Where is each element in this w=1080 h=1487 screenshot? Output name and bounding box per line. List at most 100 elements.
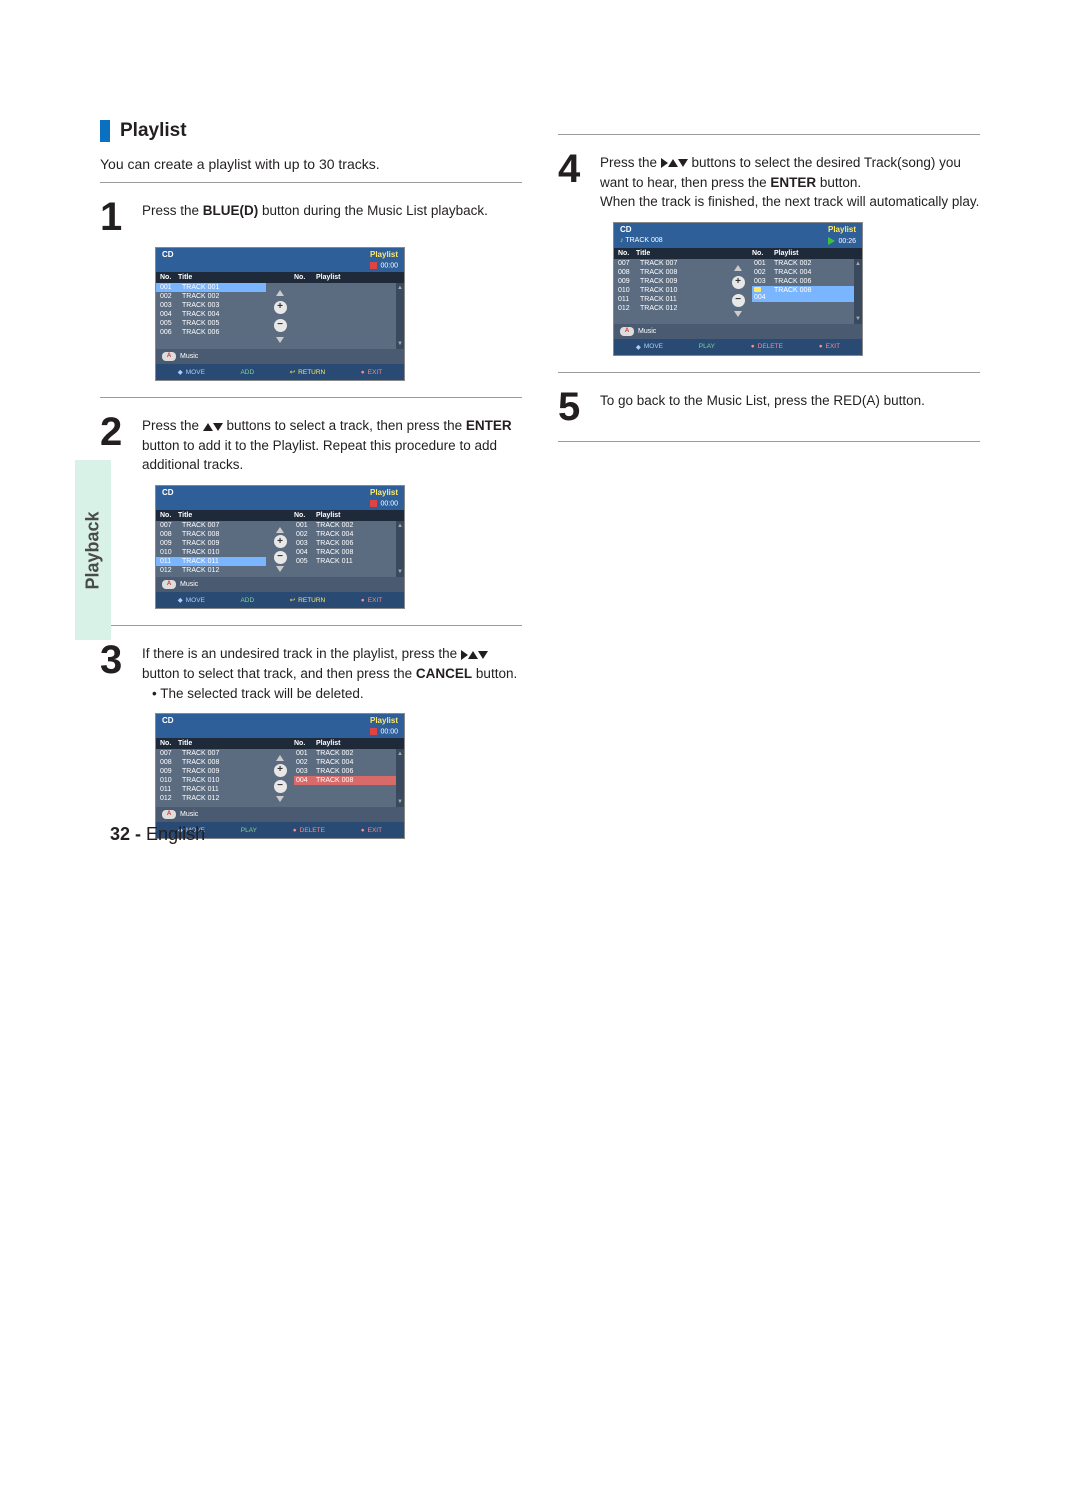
track-row: 012TRACK 012 (156, 794, 266, 803)
playlist-row: 004TRACK 008 (294, 548, 396, 557)
playlist-title: TRACK 004 (774, 269, 854, 276)
track-title: TRACK 008 (182, 531, 266, 538)
track-no: 003 (160, 302, 182, 309)
track-title: TRACK 011 (182, 558, 266, 565)
playlist-title: TRACK 006 (774, 278, 854, 285)
sc-playlist: 001TRACK 002002TRACK 004003TRACK 006004T… (752, 259, 854, 324)
track-title: TRACK 012 (640, 305, 724, 312)
screenshot-step3: CDPlaylist 00:00 No.TitleNo.Playlist 007… (155, 713, 405, 839)
track-row: 007TRACK 007 (156, 749, 266, 758)
down-triangle-icon (478, 651, 488, 659)
hint-add: ADD (240, 368, 254, 376)
hint-return: ↩ RETURN (290, 368, 326, 376)
playlist-no: 001 (296, 522, 316, 529)
playlist-no: 004 (296, 777, 316, 784)
track-title: TRACK 002 (182, 293, 266, 300)
sc-scrollbar: ▲▼ (854, 259, 862, 324)
playlist-title: TRACK 004 (316, 531, 396, 538)
sc-nowplaying: ♪ TRACK 008 00:26 (614, 236, 862, 248)
a-button-icon: A (162, 810, 176, 819)
track-no: 011 (618, 296, 640, 303)
playlist-row-empty (752, 313, 854, 324)
playlist-row: 003TRACK 006 (294, 767, 396, 776)
track-no: 005 (160, 320, 182, 327)
sc-playlist: 001TRACK 002002TRACK 004003TRACK 006004T… (294, 749, 396, 807)
scroll-up-icon: ▲ (397, 523, 403, 529)
playlist-title: TRACK 006 (316, 768, 396, 775)
track-row: 005TRACK 005 (156, 319, 266, 328)
arrow-down-icon (734, 311, 742, 317)
right-triangle-icon (661, 158, 668, 168)
sc-footer-music: AMusic (156, 807, 404, 822)
playlist-no: 002 (754, 269, 774, 276)
track-row: 010TRACK 010 (614, 286, 724, 295)
sc-tracklist: 001TRACK 001002TRACK 002003TRACK 003004T… (156, 283, 266, 349)
arrow-up-icon (276, 755, 284, 761)
track-title: TRACK 010 (182, 549, 266, 556)
stop-icon (370, 262, 377, 269)
hdr-title: Title (178, 512, 266, 519)
track-row: 012TRACK 012 (614, 304, 724, 313)
down-triangle-icon (678, 159, 688, 167)
playlist-row: 001TRACK 002 (752, 259, 854, 268)
playlist-no: 004 (296, 549, 316, 556)
step-1: 1 Press the BLUE(D) button during the Mu… (100, 197, 522, 237)
track-no: 001 (160, 284, 182, 291)
track-title: TRACK 008 (182, 759, 266, 766)
track-no: 010 (160, 777, 182, 784)
track-row: 007TRACK 007 (614, 259, 724, 268)
hdr-playlist: Playlist (316, 274, 404, 281)
track-no: 011 (160, 786, 182, 793)
np-track: ♪ TRACK 008 (620, 237, 663, 244)
right-column: 4 Press the buttons to select the desire… (558, 120, 980, 855)
playlist-title: TRACK 011 (316, 558, 396, 565)
sc-tracklist: 007TRACK 007008TRACK 008009TRACK 009010T… (614, 259, 724, 324)
playlist-row-empty (294, 305, 396, 316)
playlist-row: 005TRACK 011 (294, 557, 396, 566)
track-title: TRACK 009 (182, 540, 266, 547)
step-text: Press the BLUE(D) button during the Musi… (142, 197, 488, 237)
track-title: TRACK 005 (182, 320, 266, 327)
scroll-down-icon: ▼ (397, 799, 403, 805)
track-no: 004 (160, 311, 182, 318)
sc-tracklist: 007TRACK 007008TRACK 008009TRACK 009010T… (156, 749, 266, 807)
hint-delete: ● DELETE (293, 826, 325, 834)
step-number: 3 (100, 640, 130, 703)
sc-mid-controls: + − (266, 283, 294, 349)
track-row: 009TRACK 009 (156, 539, 266, 548)
track-no: 008 (618, 269, 640, 276)
sc-title-left: CD (162, 488, 174, 497)
playlist-row: 004TRACK 008 (752, 286, 854, 302)
sc-title-left: CD (162, 250, 174, 259)
screenshot-step1: CD Playlist 00:00 No. Title No. Playlist… (155, 247, 405, 381)
playing-icon (754, 287, 761, 292)
bold-text: ENTER (466, 418, 512, 433)
playlist-no: 003 (296, 768, 316, 775)
text: buttons to select a track, then press th… (223, 418, 466, 433)
scroll-up-icon: ▲ (397, 285, 403, 291)
a-button-icon: A (162, 580, 176, 589)
text: button during the Music List playback. (258, 203, 488, 218)
scroll-up-icon: ▲ (855, 261, 861, 267)
step-3: 3 If there is an undesired track in the … (100, 640, 522, 703)
hdr-no2: No. (752, 250, 774, 257)
arrow-up-icon (276, 527, 284, 533)
playlist-row-empty (294, 316, 396, 327)
playlist-row-empty (294, 566, 396, 577)
sc-titlebar: CD Playlist (156, 248, 404, 261)
up-triangle-icon (668, 159, 678, 167)
hdr-no2: No. (294, 512, 316, 519)
playlist-no: 003 (754, 278, 774, 285)
stop-icon (370, 728, 377, 735)
track-no: 008 (160, 759, 182, 766)
hint-exit: ● EXIT (361, 826, 382, 834)
playlist-title: TRACK 008 (774, 287, 854, 301)
play-icon (828, 237, 835, 245)
step-5: 5 To go back to the Music List, press th… (558, 387, 980, 427)
track-row: 006TRACK 006 (156, 328, 266, 337)
screenshot-step4: CDPlaylist ♪ TRACK 008 00:26 No.TitleNo.… (613, 222, 863, 356)
add-button-icon: + (732, 276, 745, 289)
track-row: 008TRACK 008 (614, 268, 724, 277)
hdr-no: No. (156, 512, 178, 519)
hdr-no2: No. (294, 740, 316, 747)
